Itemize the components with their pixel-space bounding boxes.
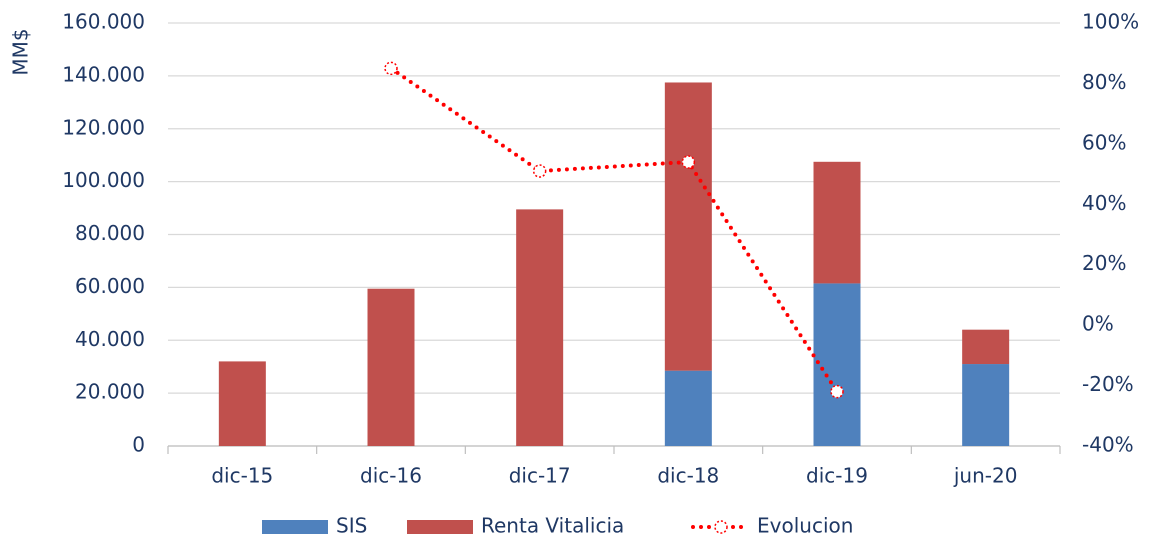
bar-segment <box>664 370 712 446</box>
y2-tick-label: 40% <box>1082 191 1126 215</box>
legend-label: Renta Vitalicia <box>481 514 624 538</box>
x-tick-label: dic-15 <box>211 464 273 488</box>
x-tick-label: dic-19 <box>806 464 868 488</box>
legend-label: SIS <box>336 514 367 538</box>
line-series <box>389 66 839 394</box>
y-tick-label: 120.000 <box>62 115 145 139</box>
legend-label: Evolucion <box>757 514 853 538</box>
bar-segment <box>962 364 1010 446</box>
bar-segment <box>367 288 415 446</box>
legend-swatch <box>262 520 328 534</box>
x-tick-label: dic-17 <box>509 464 571 488</box>
line-marker <box>681 155 696 169</box>
y-axis-label: MM$ <box>9 28 33 75</box>
y-tick-label: 80.000 <box>75 221 145 245</box>
bar-segment <box>813 161 861 284</box>
legend-marker <box>714 520 728 534</box>
bar-segment <box>516 209 564 446</box>
bar-segment <box>218 361 266 446</box>
y-tick-label: 100.000 <box>62 168 145 192</box>
line-marker <box>532 164 547 178</box>
y2-tick-label: 0% <box>1082 312 1114 336</box>
x-tick-label: dic-16 <box>360 464 422 488</box>
y-tick-label: 40.000 <box>75 327 145 351</box>
legend-swatch <box>407 520 473 534</box>
y-tick-label: 0 <box>132 433 145 457</box>
line-marker <box>384 61 398 76</box>
y2-tick-label: -20% <box>1082 372 1134 396</box>
bar-segment <box>813 283 861 446</box>
y-tick-label: 60.000 <box>75 274 145 298</box>
y2-tick-label: 20% <box>1082 251 1126 275</box>
y2-tick-label: 60% <box>1082 130 1126 154</box>
y-tick-label: 140.000 <box>62 62 145 86</box>
bar-segment <box>664 82 712 371</box>
y2-tick-label: -40% <box>1082 433 1134 457</box>
y-tick-label: 20.000 <box>75 380 145 404</box>
y-tick-label: 160.000 <box>62 10 145 34</box>
bar-segment <box>962 329 1010 365</box>
x-tick-label: jun-20 <box>953 464 1018 488</box>
line-marker <box>830 384 844 399</box>
x-tick-label: dic-18 <box>657 464 719 488</box>
y2-tick-label: 100% <box>1082 10 1139 34</box>
y2-tick-label: 80% <box>1082 70 1126 94</box>
